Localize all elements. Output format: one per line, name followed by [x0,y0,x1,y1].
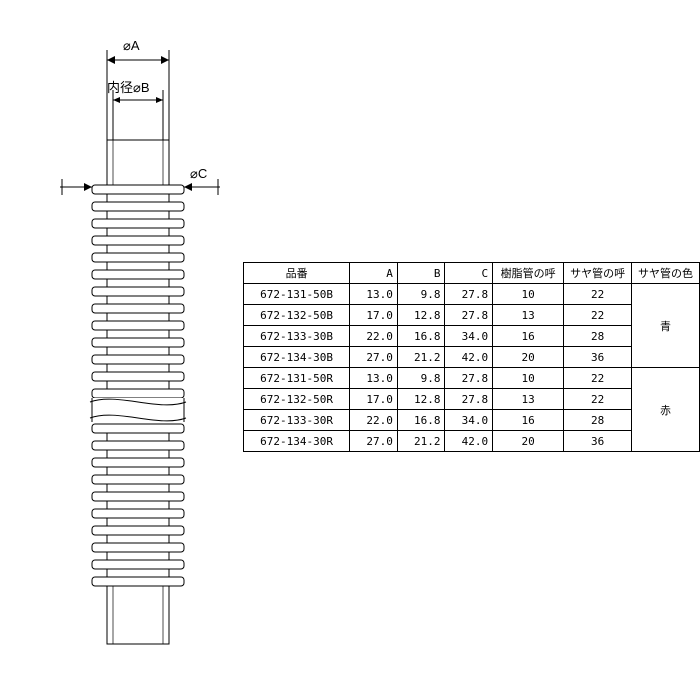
cell-saya: 22 [564,368,632,389]
th-color: サヤ管の色 [632,263,700,284]
table-row: 672-133-30B22.016.834.01628 [244,326,700,347]
cell-b: 9.8 [397,368,445,389]
cell-b: 12.8 [397,389,445,410]
cell-a: 17.0 [350,389,398,410]
cell-saya: 28 [564,326,632,347]
cell-part: 672-132-50B [244,305,350,326]
cell-color: 青 [632,284,700,368]
cell-b: 12.8 [397,305,445,326]
table-row: 672-133-30R22.016.834.01628 [244,410,700,431]
cell-b: 9.8 [397,284,445,305]
table-header-row: 品番 A B C 樹脂管の呼 サヤ管の呼 サヤ管の色 [244,263,700,284]
cell-resin: 16 [493,326,564,347]
cell-a: 27.0 [350,347,398,368]
cell-b: 21.2 [397,347,445,368]
cell-a: 22.0 [350,410,398,431]
table-row: 672-134-30R27.021.242.02036 [244,431,700,452]
cell-c: 34.0 [445,410,493,431]
th-saya: サヤ管の呼 [564,263,632,284]
technical-drawing: ⌀A 内径⌀B ⌀C [60,40,240,665]
cell-a: 17.0 [350,305,398,326]
cell-part: 672-133-30B [244,326,350,347]
cell-resin: 20 [493,431,564,452]
cell-part: 672-133-30R [244,410,350,431]
cell-c: 42.0 [445,347,493,368]
th-b: B [397,263,445,284]
cell-part: 672-134-30B [244,347,350,368]
dim-label-c: ⌀C [190,166,207,182]
cell-c: 42.0 [445,431,493,452]
cell-part: 672-131-50B [244,284,350,305]
cell-saya: 36 [564,347,632,368]
cell-saya: 22 [564,389,632,410]
cell-c: 27.8 [445,305,493,326]
table-row: 672-131-50B13.09.827.81022青 [244,284,700,305]
th-part: 品番 [244,263,350,284]
cell-b: 16.8 [397,326,445,347]
cell-c: 27.8 [445,284,493,305]
cell-a: 22.0 [350,326,398,347]
dim-label-b: 内径⌀B [107,77,150,96]
th-a: A [350,263,398,284]
cell-saya: 22 [564,305,632,326]
spec-table: 品番 A B C 樹脂管の呼 サヤ管の呼 サヤ管の色 672-131-50B13… [243,262,700,452]
cell-resin: 20 [493,347,564,368]
cell-saya: 22 [564,284,632,305]
dim-label-a: ⌀A [123,38,140,54]
cell-c: 34.0 [445,326,493,347]
cell-b: 21.2 [397,431,445,452]
cell-resin: 10 [493,284,564,305]
table-row: 672-132-50B17.012.827.81322 [244,305,700,326]
cell-part: 672-134-30R [244,431,350,452]
cell-a: 27.0 [350,431,398,452]
cell-b: 16.8 [397,410,445,431]
cell-part: 672-131-50R [244,368,350,389]
table-row: 672-131-50R13.09.827.81022赤 [244,368,700,389]
cell-resin: 10 [493,368,564,389]
cell-c: 27.8 [445,389,493,410]
cell-color: 赤 [632,368,700,452]
cell-resin: 13 [493,305,564,326]
cell-part: 672-132-50R [244,389,350,410]
cell-resin: 13 [493,389,564,410]
cell-a: 13.0 [350,368,398,389]
cell-a: 13.0 [350,284,398,305]
cell-c: 27.8 [445,368,493,389]
spec-table-wrap: 品番 A B C 樹脂管の呼 サヤ管の呼 サヤ管の色 672-131-50B13… [243,262,700,452]
th-c: C [445,263,493,284]
th-resin: 樹脂管の呼 [493,263,564,284]
tube-svg [60,40,240,660]
table-row: 672-132-50R17.012.827.81322 [244,389,700,410]
cell-saya: 28 [564,410,632,431]
cell-saya: 36 [564,431,632,452]
table-row: 672-134-30B27.021.242.02036 [244,347,700,368]
cell-resin: 16 [493,410,564,431]
